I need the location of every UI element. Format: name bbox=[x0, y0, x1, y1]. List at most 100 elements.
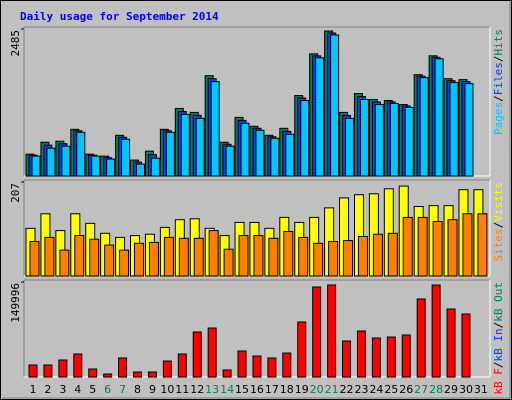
x-tick-label: 4 bbox=[74, 383, 81, 396]
bar bbox=[372, 233, 383, 277]
legend-separator: / bbox=[492, 222, 505, 229]
bar bbox=[401, 334, 411, 378]
bar bbox=[386, 336, 396, 378]
bar bbox=[195, 117, 205, 177]
bar bbox=[31, 155, 41, 177]
bar bbox=[103, 373, 113, 378]
bar bbox=[356, 330, 366, 378]
bar bbox=[446, 308, 456, 378]
y-tick-label: 149996 bbox=[9, 283, 22, 323]
x-tick-label: 31 bbox=[474, 383, 488, 396]
x-tick-label: 27 bbox=[414, 383, 428, 396]
bar bbox=[46, 147, 56, 177]
bar bbox=[342, 340, 352, 378]
x-tick-label: 2 bbox=[44, 383, 51, 396]
x-tick-label: 3 bbox=[59, 383, 66, 396]
bar bbox=[61, 145, 71, 177]
bar bbox=[389, 102, 399, 177]
bar bbox=[73, 353, 83, 378]
x-tick-label: 9 bbox=[149, 383, 156, 396]
bar bbox=[252, 355, 262, 378]
bar bbox=[193, 237, 204, 277]
legend: Pages/Files/Hits bbox=[492, 29, 505, 135]
bar bbox=[327, 284, 337, 378]
bar bbox=[283, 230, 294, 277]
bar bbox=[223, 248, 234, 277]
bar bbox=[192, 331, 202, 378]
x-tick-label: 26 bbox=[399, 383, 413, 396]
bar bbox=[225, 145, 235, 177]
bar bbox=[267, 357, 277, 378]
x-tick-label: 22 bbox=[340, 383, 354, 396]
bar bbox=[76, 131, 86, 177]
x-tick-label: 18 bbox=[280, 383, 294, 396]
bar bbox=[89, 238, 100, 277]
bar bbox=[178, 237, 189, 277]
bar bbox=[91, 155, 101, 177]
x-tick-label: 23 bbox=[354, 383, 368, 396]
bar bbox=[285, 133, 295, 177]
bar bbox=[29, 240, 40, 277]
bar bbox=[148, 241, 159, 277]
bar bbox=[163, 236, 174, 277]
bar bbox=[387, 232, 398, 277]
x-tick-label: 8 bbox=[134, 383, 141, 396]
bar bbox=[431, 284, 441, 378]
bar bbox=[222, 369, 232, 378]
bar bbox=[177, 353, 187, 378]
bar bbox=[447, 219, 458, 277]
bar bbox=[464, 83, 474, 177]
x-tick-label: 6 bbox=[104, 383, 111, 396]
bar bbox=[59, 249, 70, 277]
x-tick-label: 12 bbox=[190, 383, 204, 396]
bar bbox=[343, 240, 354, 277]
bar bbox=[150, 157, 160, 177]
bar bbox=[43, 364, 53, 378]
bar bbox=[180, 113, 190, 177]
bar bbox=[312, 286, 322, 378]
legend-separator: / bbox=[492, 56, 505, 63]
legend-entry: Files bbox=[492, 62, 505, 95]
bar bbox=[298, 236, 309, 277]
bar bbox=[121, 138, 131, 177]
legend: kB F/kB In/kB Out bbox=[492, 282, 505, 395]
x-tick-label: 1 bbox=[30, 383, 37, 396]
bar bbox=[58, 359, 68, 378]
bar bbox=[118, 357, 128, 378]
legend-entry: kB Out bbox=[492, 282, 505, 322]
bar bbox=[432, 221, 443, 277]
bar bbox=[136, 163, 146, 177]
bar bbox=[330, 34, 340, 177]
x-tick-label: 25 bbox=[384, 383, 398, 396]
bar bbox=[119, 249, 130, 277]
legend-entry: Sites bbox=[492, 228, 505, 261]
bar bbox=[357, 235, 368, 277]
legend-separator: / bbox=[492, 362, 505, 369]
bar bbox=[402, 216, 413, 277]
bar bbox=[359, 99, 369, 177]
bar bbox=[240, 122, 250, 177]
bar bbox=[210, 81, 220, 177]
legend-separator: / bbox=[492, 95, 505, 102]
bar bbox=[165, 131, 175, 177]
bar bbox=[462, 213, 473, 277]
bar bbox=[374, 103, 384, 177]
legend-entry: kB F bbox=[492, 368, 505, 395]
x-tick-label: 30 bbox=[459, 383, 473, 396]
bar bbox=[253, 235, 264, 277]
bar bbox=[315, 57, 325, 177]
bar bbox=[404, 106, 414, 177]
bar bbox=[74, 235, 85, 277]
legend-entry: Visits bbox=[492, 182, 505, 222]
legend-entry: kB In bbox=[492, 328, 505, 361]
x-tick-label: 13 bbox=[205, 383, 219, 396]
bar bbox=[313, 242, 324, 277]
bar bbox=[44, 236, 55, 277]
bar bbox=[477, 213, 488, 277]
y-tick-label: 2485 bbox=[9, 30, 22, 57]
bar bbox=[270, 137, 280, 177]
x-tick-label: 10 bbox=[160, 383, 174, 396]
bar bbox=[88, 368, 98, 378]
bar bbox=[417, 216, 428, 277]
